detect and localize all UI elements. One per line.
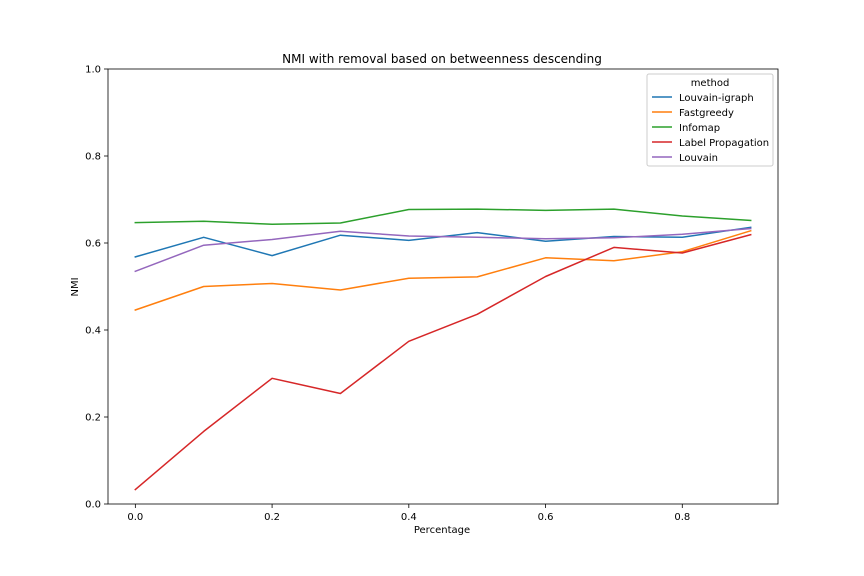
x-axis-label: Percentage	[414, 525, 470, 536]
y-tick-label: 1.0	[85, 65, 101, 76]
y-tick-label: 0.2	[85, 413, 101, 424]
x-tick-label: 0.6	[538, 512, 554, 523]
axes-frame	[107, 68, 779, 505]
x-tick-label: 0.4	[401, 512, 417, 523]
legend: method Louvain-igraph Fastgreedy Infomap La…	[646, 73, 774, 167]
series-line-fastgreedy	[134, 229, 752, 311]
y-axis-label: NMI	[70, 277, 81, 296]
series-line-infomap	[134, 208, 752, 226]
y-tick-label: 0.6	[85, 239, 101, 250]
y-tick-label: 0.0	[85, 500, 101, 511]
x-tick-label: 0.0	[127, 512, 143, 523]
plot-area: 0.0 0.2 0.4 0.6 0.8 0.0 0.2 0.4 0.6 0.8 1.0	[85, 65, 779, 523]
x-tick-label: 0.8	[674, 512, 690, 523]
legend-label: Louvain	[679, 153, 718, 164]
x-tick-label: 0.2	[264, 512, 280, 523]
legend-title: method	[691, 78, 730, 89]
legend-label: Fastgreedy	[679, 108, 734, 119]
series-line-label-propagation	[134, 233, 752, 491]
legend-frame	[646, 73, 774, 167]
y-tick-label: 0.4	[85, 326, 101, 337]
legend-label: Louvain-igraph	[679, 93, 754, 104]
series-line-louvain	[134, 227, 752, 273]
legend-label: Label Propagation	[679, 138, 769, 149]
y-tick-label: 0.8	[85, 152, 101, 163]
chart-title: NMI with removal based on betweenness de…	[282, 52, 602, 66]
series-line-louvain-igraph	[134, 226, 752, 258]
legend-label: Infomap	[679, 123, 720, 134]
